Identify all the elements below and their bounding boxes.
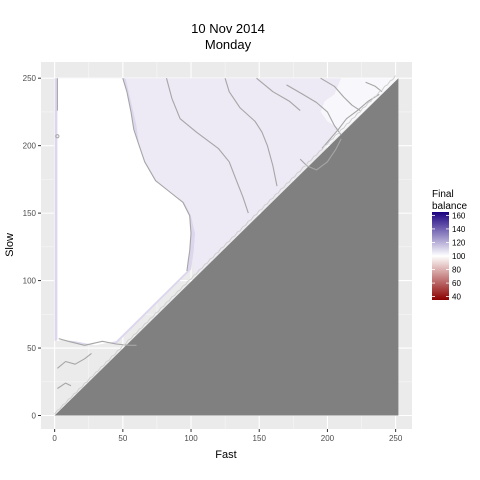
contour-line bbox=[286, 84, 342, 136]
x-tick-label: 150 bbox=[253, 434, 267, 443]
y-tick-label: 150 bbox=[23, 209, 37, 218]
legend-title-line2: balance bbox=[432, 201, 467, 212]
heatmap-regions bbox=[54, 78, 399, 416]
white-strip-region bbox=[317, 78, 399, 156]
legend-tick-label: 40 bbox=[452, 293, 461, 302]
contour-line bbox=[224, 78, 278, 187]
x-tick-label: 50 bbox=[118, 434, 127, 443]
contour-line bbox=[57, 352, 92, 369]
legend-colorbar bbox=[432, 212, 449, 300]
x-axis-title: Fast bbox=[215, 449, 236, 461]
contour-line bbox=[321, 93, 380, 149]
x-axis-ticks: 0 50 100 150 200 250 bbox=[52, 429, 403, 443]
x-tick-label: 0 bbox=[52, 434, 57, 443]
y-tick-label: 0 bbox=[32, 412, 37, 421]
chart-title: 10 Nov 2014 bbox=[191, 21, 265, 36]
contour-line bbox=[320, 77, 361, 112]
y-axis-title: Slow bbox=[4, 233, 16, 257]
diagonal-edge bbox=[54, 75, 397, 415]
legend-tick-label: 100 bbox=[452, 252, 466, 261]
white-region bbox=[57, 78, 192, 346]
contour-line bbox=[256, 77, 301, 112]
legend-title-line1: Final bbox=[432, 189, 454, 200]
y-tick-label: 200 bbox=[23, 142, 37, 151]
contour-line bbox=[122, 78, 192, 272]
x-tick-label: 250 bbox=[389, 434, 403, 443]
light-region bbox=[122, 78, 342, 277]
legend-tick-label: 140 bbox=[452, 225, 466, 234]
chart-subtitle: Monday bbox=[205, 37, 252, 52]
legend-ticks: 160 140 120 100 80 60 40 bbox=[432, 211, 466, 302]
contour-dot bbox=[55, 134, 60, 139]
legend-tick-label: 80 bbox=[452, 266, 461, 275]
legend-tick-label: 60 bbox=[452, 279, 461, 288]
x-tick-label: 100 bbox=[184, 434, 198, 443]
y-tick-label: 50 bbox=[27, 344, 36, 353]
legend: Final balance 160 140 120 100 80 60 40 bbox=[432, 189, 467, 302]
y-axis-ticks: 0 50 100 150 200 250 bbox=[23, 74, 41, 421]
y-tick-label: 100 bbox=[23, 277, 37, 286]
contour-line bbox=[57, 382, 72, 389]
legend-tick-label: 120 bbox=[452, 238, 466, 247]
contour-line bbox=[58, 338, 137, 346]
contour-line bbox=[365, 81, 383, 93]
y-tick-label: 250 bbox=[23, 74, 37, 83]
contour-line bbox=[165, 78, 249, 214]
legend-tick-label: 160 bbox=[452, 211, 466, 220]
invalid-triangle bbox=[54, 78, 399, 416]
contour-lines bbox=[54, 75, 397, 415]
x-tick-label: 200 bbox=[321, 434, 335, 443]
